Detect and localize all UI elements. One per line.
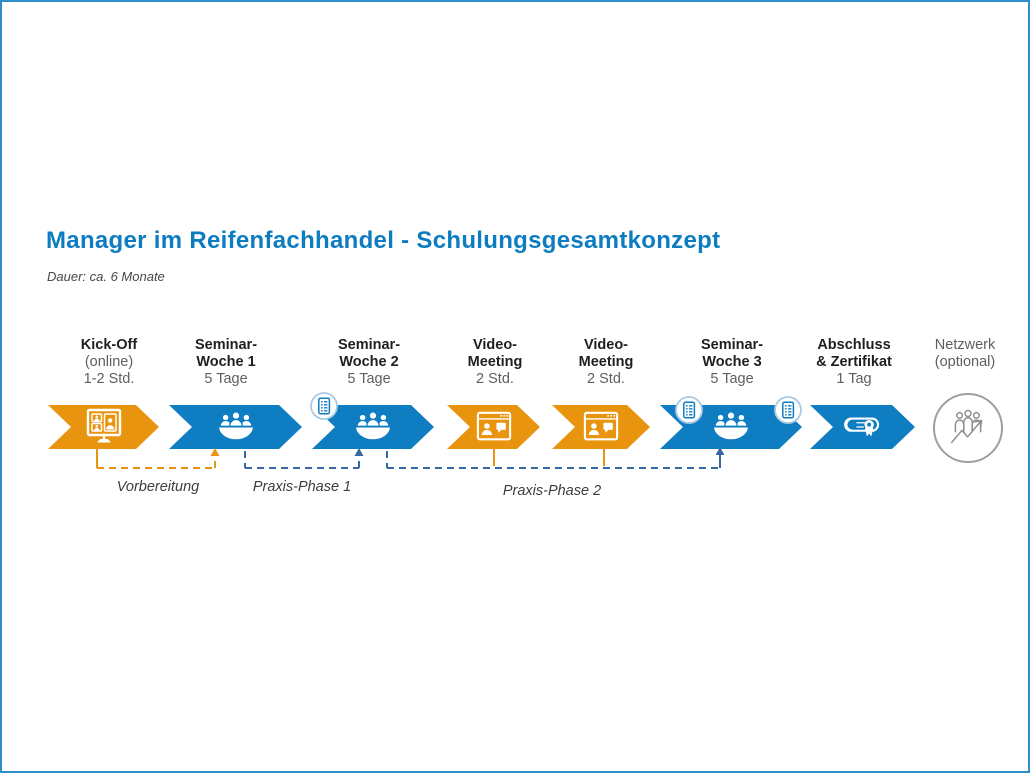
stage-label-video-meeting-2: Video- Meeting 2 Std. [536, 337, 676, 388]
page-title: Manager im Reifenfachhandel - Schulungsg… [46, 227, 721, 254]
stage-label-line: Seminar- [337, 337, 401, 353]
praxis-phase-1-bracket [244, 448, 364, 469]
stage-label-netzwerk: Netzwerk (optional) [895, 337, 1030, 371]
video-call-monitor-icon [81, 407, 127, 447]
duration-subtitle: Dauer: ca. 6 Monate [47, 269, 165, 284]
video-meeting-window-icon [473, 409, 515, 445]
stage-label-line: (online) [84, 354, 134, 370]
stage-label-line: Video- [472, 337, 518, 353]
stage-label-line: Meeting [578, 354, 634, 370]
certificate-icon [840, 411, 886, 443]
stage-label-line: Abschluss [817, 337, 891, 353]
stage-label-line: (optional) [934, 354, 996, 370]
stage-arrow-abschluss-zertifikat [810, 405, 915, 449]
stage-label-line: Video- [583, 337, 629, 353]
stage-label-line: 5 Tage [347, 371, 391, 387]
network-growth-icon [940, 400, 996, 456]
checklist-icon [675, 396, 703, 424]
stage-label-line: & Zertifikat [816, 354, 892, 370]
stage-label-line: Kick-Off [80, 337, 138, 353]
stage-label-line: Meeting [467, 354, 523, 370]
checklist-icon [310, 392, 338, 420]
stage-label-line: 5 Tage [204, 371, 248, 387]
stage-arrow-video-meeting-1 [447, 405, 540, 449]
praxis-phase-2-bracket [386, 447, 725, 469]
stage-label-line: Seminar- [700, 337, 764, 353]
stage-label-line: 1-2 Std. [83, 371, 135, 387]
stage-label-line: 1 Tag [836, 371, 872, 387]
meeting-people-icon [706, 410, 756, 444]
stage-circle-netzwerk [933, 393, 1003, 463]
video-meeting-window-icon [580, 409, 622, 445]
checklist-icon [774, 396, 802, 424]
stage-arrow-seminar-woche-1 [169, 405, 302, 449]
stage-arrow-video-meeting-2 [552, 405, 650, 449]
phase-label-vorbereitung: Vorbereitung [116, 479, 200, 495]
phase-label-praxis-phase-2: Praxis-Phase 2 [502, 483, 602, 499]
phase-label-praxis-phase-1: Praxis-Phase 1 [252, 479, 352, 495]
stage-label-kick-off: Kick-Off (online) 1-2 Std. [39, 337, 179, 388]
meeting-people-icon [348, 410, 398, 444]
stage-label-line: 5 Tage [710, 371, 754, 387]
vorbereitung-bracket [96, 448, 220, 469]
meeting-people-icon [211, 410, 261, 444]
stage-label-line: Woche 2 [339, 354, 399, 370]
stage-label-abschluss-zertifikat: Abschluss & Zertifikat 1 Tag [784, 337, 924, 388]
stage-label-line: Woche 1 [196, 354, 256, 370]
stage-label-line: Netzwerk [934, 337, 996, 353]
stage-label-line: Woche 3 [702, 354, 762, 370]
stage-label-video-meeting-1: Video- Meeting 2 Std. [425, 337, 565, 388]
stage-label-line: 2 Std. [587, 371, 625, 387]
stage-arrow-kick-off [48, 405, 159, 449]
stage-label-line: Seminar- [194, 337, 258, 353]
stage-label-line: 2 Std. [476, 371, 514, 387]
